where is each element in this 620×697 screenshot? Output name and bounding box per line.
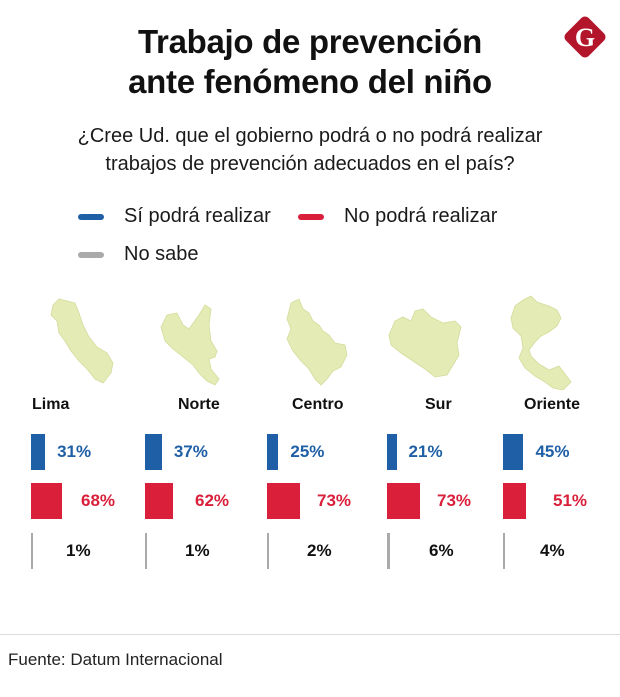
- legend-item-nosabe: No sabe: [78, 243, 199, 266]
- legend-label-no: No podrá realizar: [344, 205, 498, 227]
- bar-si-centro: [267, 434, 279, 470]
- value-label-nosabe-sur: 6%: [429, 541, 454, 560]
- map-norte-icon: [160, 304, 220, 386]
- bar-no-oriente: [503, 483, 527, 519]
- bar-nosabe-norte: [145, 533, 147, 569]
- map-oriente-icon: [510, 295, 572, 391]
- bar-nosabe-lima: [31, 533, 33, 569]
- value-label-si-oriente: 45%: [535, 442, 570, 461]
- value-label-no-lima: 68%: [81, 491, 116, 510]
- chart-title: Trabajo de prevención ante fenómeno del …: [0, 22, 620, 102]
- legend-swatch-si: [78, 213, 104, 220]
- question-line-2: trabajos de prevención adecuados en el p…: [105, 153, 515, 175]
- region-label-sur: Sur: [425, 396, 452, 413]
- value-label-si-norte: 37%: [173, 442, 208, 461]
- bar-no-centro: [267, 483, 301, 519]
- bar-nosabe-oriente: [503, 533, 505, 569]
- survey-question: ¿Cree Ud. que el gobierno podrá o no pod…: [0, 122, 620, 178]
- value-label-no-norte: 62%: [195, 491, 230, 510]
- region-label-centro: Centro: [292, 396, 344, 413]
- bar-si-sur: [387, 434, 397, 470]
- bar-no-norte: [145, 483, 174, 519]
- legend-label-si: Sí podrá realizar: [124, 205, 271, 227]
- legend-swatch-nosabe: [78, 251, 104, 258]
- bar-no-lima: [31, 483, 62, 519]
- legend-swatch-no: [298, 213, 324, 220]
- region-label-oriente: Oriente: [524, 396, 581, 413]
- region-label-lima: Lima: [32, 396, 70, 413]
- logo-letter: G: [575, 23, 595, 52]
- bar-no-sur: [387, 483, 421, 519]
- map-centro-icon: [286, 298, 348, 386]
- value-label-nosabe-norte: 1%: [185, 541, 210, 560]
- value-label-si-centro: 25%: [290, 442, 325, 461]
- value-label-no-oriente: 51%: [553, 491, 588, 510]
- bar-si-oriente: [503, 434, 524, 470]
- value-label-no-sur: 73%: [437, 491, 472, 510]
- bar-nosabe-centro: [267, 533, 269, 569]
- legend-item-si: Sí podrá realizar: [78, 205, 271, 228]
- source-note: Fuente: Datum Internacional: [8, 650, 223, 669]
- map-sur-icon: [388, 308, 462, 378]
- bar-si-lima: [31, 434, 46, 470]
- question-line-1: ¿Cree Ud. que el gobierno podrá o no pod…: [77, 125, 543, 147]
- title-line-2: ante fenómeno del niño: [128, 63, 492, 100]
- value-label-si-lima: 31%: [57, 442, 92, 461]
- value-label-nosabe-oriente: 4%: [540, 541, 565, 560]
- value-label-nosabe-lima: 1%: [66, 541, 91, 560]
- brand-logo-icon: G: [564, 16, 606, 58]
- legend-label-nosabe: No sabe: [124, 243, 199, 265]
- region-label-norte: Norte: [178, 396, 220, 413]
- title-line-1: Trabajo de prevención: [138, 23, 482, 60]
- value-label-no-centro: 73%: [317, 491, 352, 510]
- footer-divider: [0, 634, 620, 635]
- value-label-nosabe-centro: 2%: [307, 541, 332, 560]
- map-lima-icon: [50, 298, 114, 384]
- bar-si-norte: [145, 434, 162, 470]
- bar-nosabe-sur: [387, 533, 390, 569]
- legend-item-no: No podrá realizar: [298, 205, 497, 228]
- value-label-si-sur: 21%: [408, 442, 443, 461]
